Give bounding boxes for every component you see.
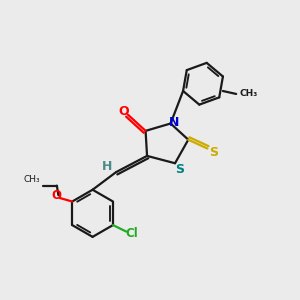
Text: O: O (118, 105, 129, 118)
Text: CH₃: CH₃ (23, 175, 40, 184)
Text: H: H (101, 160, 112, 173)
Text: N: N (169, 116, 180, 129)
Text: S: S (209, 146, 218, 159)
Text: Cl: Cl (126, 226, 139, 239)
Text: CH₃: CH₃ (239, 89, 257, 98)
Text: S: S (175, 163, 184, 176)
Text: O: O (51, 189, 61, 202)
